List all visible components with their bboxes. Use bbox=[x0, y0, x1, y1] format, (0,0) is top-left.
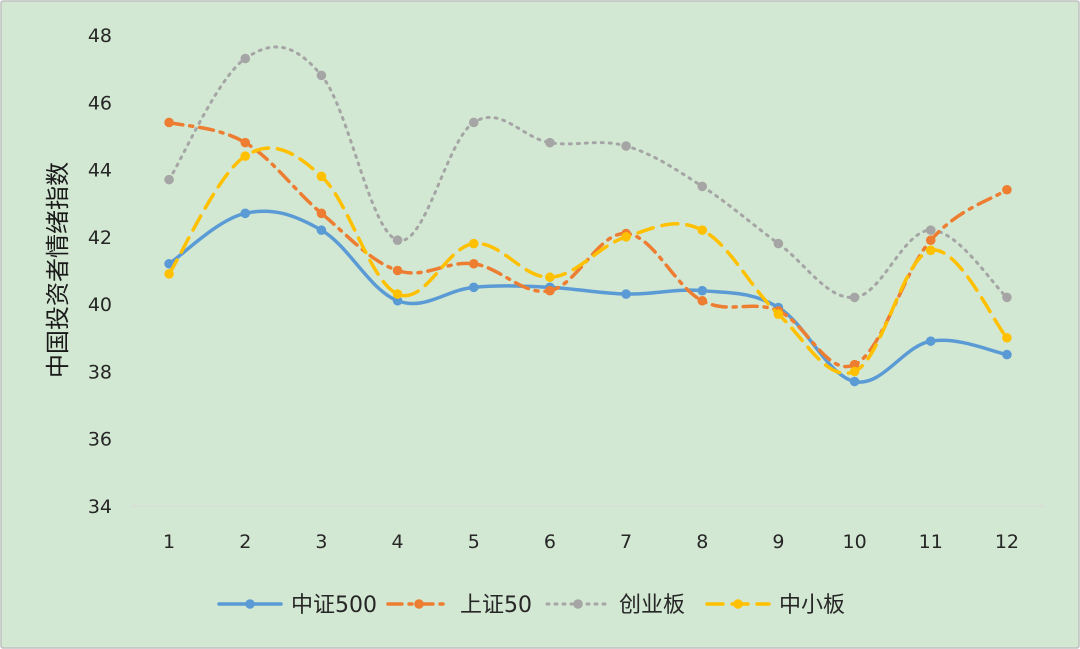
data-point bbox=[1002, 292, 1012, 303]
y-tick-label: 44 bbox=[88, 160, 112, 182]
y-tick-label: 38 bbox=[88, 361, 112, 383]
x-tick-label: 12 bbox=[995, 531, 1019, 553]
legend-swatch-marker bbox=[573, 599, 583, 609]
x-tick-label: 1 bbox=[163, 531, 175, 553]
x-axis-ticks: 1 2 3 4 5 6 7 8 9 10 11 12 bbox=[163, 531, 1019, 553]
x-tick-label: 6 bbox=[544, 531, 556, 553]
data-point bbox=[468, 117, 479, 128]
data-point bbox=[925, 225, 936, 235]
legend-label: 中小板 bbox=[779, 593, 845, 618]
x-tick-label: 11 bbox=[919, 531, 943, 553]
y-tick-label: 46 bbox=[88, 92, 112, 114]
y-axis-label: 中国投资者情绪指数 bbox=[44, 162, 72, 378]
legend-label: 上证50 bbox=[460, 593, 532, 618]
data-point bbox=[773, 238, 784, 249]
data-point bbox=[164, 117, 174, 128]
data-point bbox=[621, 141, 631, 151]
legend-item: 中小板 bbox=[705, 593, 845, 618]
x-tick-label: 5 bbox=[468, 531, 480, 553]
x-tick-label: 7 bbox=[620, 531, 632, 553]
data-point bbox=[925, 245, 936, 256]
y-tick-label: 34 bbox=[88, 496, 112, 518]
data-point bbox=[392, 235, 403, 246]
legend-swatch-marker bbox=[414, 599, 424, 609]
y-tick-label: 36 bbox=[88, 429, 112, 451]
data-point bbox=[849, 366, 860, 377]
legend-swatch-marker bbox=[733, 599, 743, 609]
data-point bbox=[773, 309, 784, 320]
legend-swatch-marker bbox=[245, 599, 255, 609]
series-line bbox=[167, 146, 1009, 376]
legend-label: 创业板 bbox=[619, 593, 685, 618]
data-point bbox=[545, 285, 555, 296]
data-point bbox=[240, 151, 251, 161]
x-tick-label: 9 bbox=[772, 531, 784, 553]
series-line bbox=[167, 209, 1009, 384]
legend-item: 创业板 bbox=[545, 593, 685, 618]
legend-label: 中证500 bbox=[291, 593, 377, 618]
series-line bbox=[167, 120, 1009, 369]
series-4 bbox=[164, 146, 1012, 377]
y-tick-label: 42 bbox=[88, 227, 112, 249]
x-tick-label: 4 bbox=[392, 531, 404, 553]
y-tick-label: 40 bbox=[88, 294, 112, 316]
data-point bbox=[392, 295, 403, 306]
data-point bbox=[164, 269, 174, 279]
data-point bbox=[697, 295, 708, 306]
data-point bbox=[925, 235, 936, 246]
data-point bbox=[697, 181, 708, 192]
data-point bbox=[468, 282, 479, 293]
data-point bbox=[1002, 332, 1012, 343]
legend: 中证500 上证50 创业板 中小板 bbox=[217, 593, 845, 618]
data-point bbox=[697, 285, 708, 296]
data-point bbox=[392, 265, 403, 276]
data-point bbox=[468, 258, 479, 269]
y-tick-label: 48 bbox=[88, 25, 112, 47]
series-layer bbox=[164, 45, 1012, 387]
data-point bbox=[621, 289, 631, 299]
data-point bbox=[621, 232, 631, 242]
data-point bbox=[316, 171, 327, 182]
data-point bbox=[1002, 349, 1012, 360]
data-point bbox=[164, 174, 174, 185]
data-point bbox=[240, 53, 251, 64]
data-point bbox=[392, 289, 403, 299]
data-point bbox=[316, 208, 327, 219]
data-point bbox=[545, 137, 555, 148]
data-point bbox=[1002, 184, 1012, 195]
data-point bbox=[545, 272, 555, 283]
data-point bbox=[925, 336, 936, 346]
data-point bbox=[164, 258, 174, 269]
data-point bbox=[849, 359, 860, 370]
legend-item: 上证50 bbox=[386, 593, 532, 618]
series-3 bbox=[164, 45, 1012, 303]
data-point bbox=[316, 70, 327, 81]
data-point bbox=[316, 225, 327, 235]
data-point bbox=[240, 137, 251, 148]
data-point bbox=[849, 292, 860, 303]
x-tick-label: 8 bbox=[696, 531, 708, 553]
data-point bbox=[468, 238, 479, 249]
y-axis-ticks: 34 36 38 40 42 44 46 48 bbox=[88, 25, 112, 518]
x-tick-label: 10 bbox=[842, 531, 866, 553]
x-tick-label: 2 bbox=[239, 531, 251, 553]
data-point bbox=[697, 225, 708, 235]
legend-item: 中证500 bbox=[217, 593, 377, 618]
data-point bbox=[240, 208, 251, 219]
x-tick-label: 3 bbox=[315, 531, 327, 553]
data-point bbox=[849, 376, 860, 387]
series-line bbox=[167, 45, 1009, 299]
